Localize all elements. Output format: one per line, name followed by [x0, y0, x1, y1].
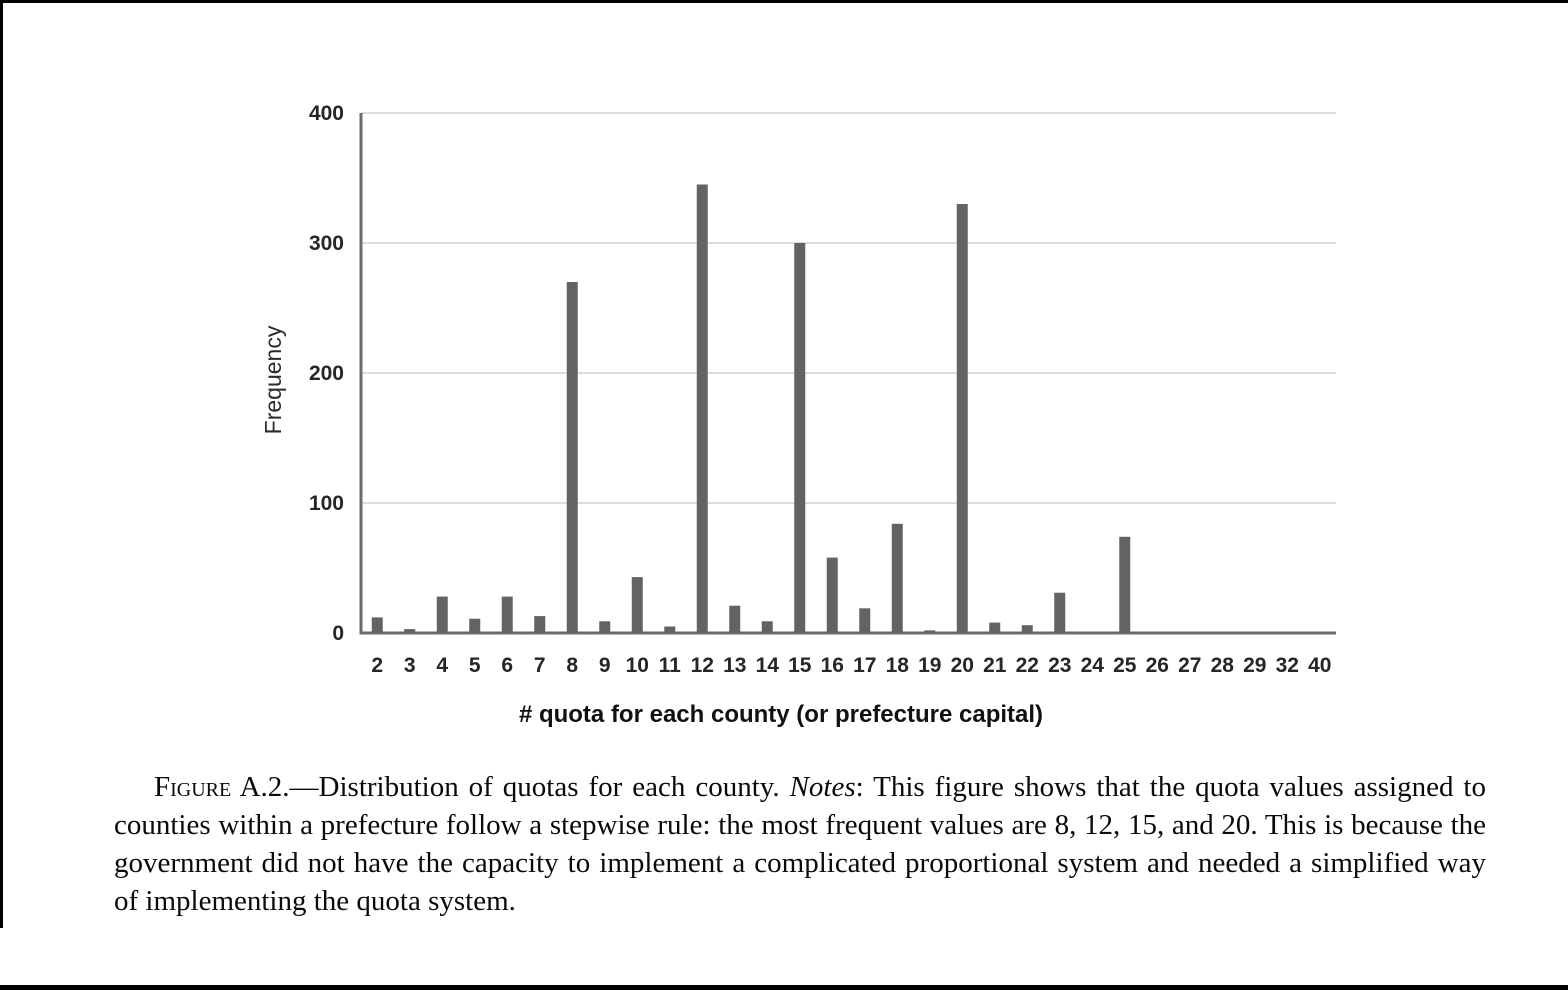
x-tick-label-29: 29: [1243, 654, 1266, 677]
figure-number: A.2.: [231, 771, 290, 803]
bar-quota-9: [599, 621, 611, 633]
figure-caption: Figure A.2.—Distribution of quotas for e…: [114, 768, 1486, 920]
bar-quota-18: [891, 523, 903, 633]
x-tick-label-9: 9: [599, 654, 611, 677]
scan-edge-left: [0, 0, 3, 928]
caption-text-before-notes: Distribution of quotas for each county.: [318, 771, 790, 803]
x-tick-label-22: 22: [1016, 654, 1039, 677]
x-tick-label-16: 16: [821, 654, 844, 677]
bar-quota-23: [1054, 592, 1066, 633]
bar-quota-10: [631, 577, 643, 633]
y-tick-label-200: 200: [309, 362, 344, 385]
x-tick-label-3: 3: [404, 654, 416, 677]
bar-quota-19: [924, 630, 936, 633]
x-tick-label-14: 14: [756, 654, 780, 677]
x-tick-label-17: 17: [853, 654, 876, 677]
y-tick-label-0: 0: [332, 622, 344, 645]
bar-quota-25: [1119, 536, 1131, 633]
x-tick-label-13: 13: [723, 654, 746, 677]
bar-quota-22: [1021, 625, 1033, 633]
scan-edge-top: [0, 0, 1568, 3]
x-tick-label-28: 28: [1211, 654, 1235, 677]
x-tick-label-6: 6: [501, 654, 513, 677]
caption-dash: —: [289, 771, 319, 803]
x-tick-label-12: 12: [691, 654, 714, 677]
x-tick-label-24: 24: [1081, 654, 1105, 677]
x-tick-label-18: 18: [886, 654, 910, 677]
bar-quota-17: [859, 608, 871, 633]
bar-quota-4: [436, 596, 448, 633]
bar-quota-12: [696, 184, 708, 633]
y-axis-title: Frequency: [260, 325, 286, 434]
bar-quota-5: [469, 618, 481, 633]
scan-edge-bottom: [0, 985, 1568, 990]
bar-quota-20: [956, 204, 968, 633]
bar-quota-13: [729, 605, 741, 633]
bar-quota-2: [371, 617, 383, 633]
bar-quota-15: [794, 243, 806, 633]
bar-chart: 0 100 200 300 400 2 3 4 5 6 7 8 9 10 11 12 13 14 15 16 17 18 1…: [260, 102, 1336, 728]
bar-quota-6: [501, 596, 513, 633]
y-tick-label-100: 100: [309, 492, 344, 515]
x-tick-label-4: 4: [436, 654, 448, 677]
x-tick-label-27: 27: [1178, 654, 1201, 677]
bar-quota-8: [566, 282, 578, 633]
x-tick-label-25: 25: [1113, 654, 1137, 677]
x-axis-title: # quota for each county (or prefecture c…: [519, 701, 1043, 728]
x-tick-label-26: 26: [1146, 654, 1169, 677]
x-tick-label-11: 11: [659, 654, 682, 677]
x-tick-label-20: 20: [951, 654, 974, 677]
bar-quota-21: [989, 622, 1001, 633]
notes-label: Notes: [789, 771, 856, 803]
bar-quota-7: [534, 616, 546, 633]
x-tick-label-23: 23: [1048, 654, 1071, 677]
y-tick-label-400: 400: [309, 102, 344, 125]
figure-label: Figure: [154, 771, 232, 803]
x-tick-label-15: 15: [788, 654, 812, 677]
x-tick-label-40: 40: [1308, 654, 1331, 677]
y-tick-label-300: 300: [309, 232, 344, 255]
x-tick-label-2: 2: [371, 654, 383, 677]
x-tick-label-7: 7: [534, 654, 546, 677]
x-tick-label-10: 10: [626, 654, 649, 677]
x-tick-label-8: 8: [566, 654, 578, 677]
x-tick-label-19: 19: [918, 654, 941, 677]
bar-quota-11: [664, 626, 676, 633]
caption-text-after-notes: : This figure shows that the quota value…: [114, 771, 1486, 917]
x-tick-label-5: 5: [469, 654, 481, 677]
bar-quota-14: [761, 621, 773, 633]
x-tick-label-21: 21: [983, 654, 1007, 677]
x-tick-label-32: 32: [1276, 654, 1299, 677]
bar-quota-16: [826, 557, 838, 633]
bar-quota-3: [404, 629, 416, 633]
